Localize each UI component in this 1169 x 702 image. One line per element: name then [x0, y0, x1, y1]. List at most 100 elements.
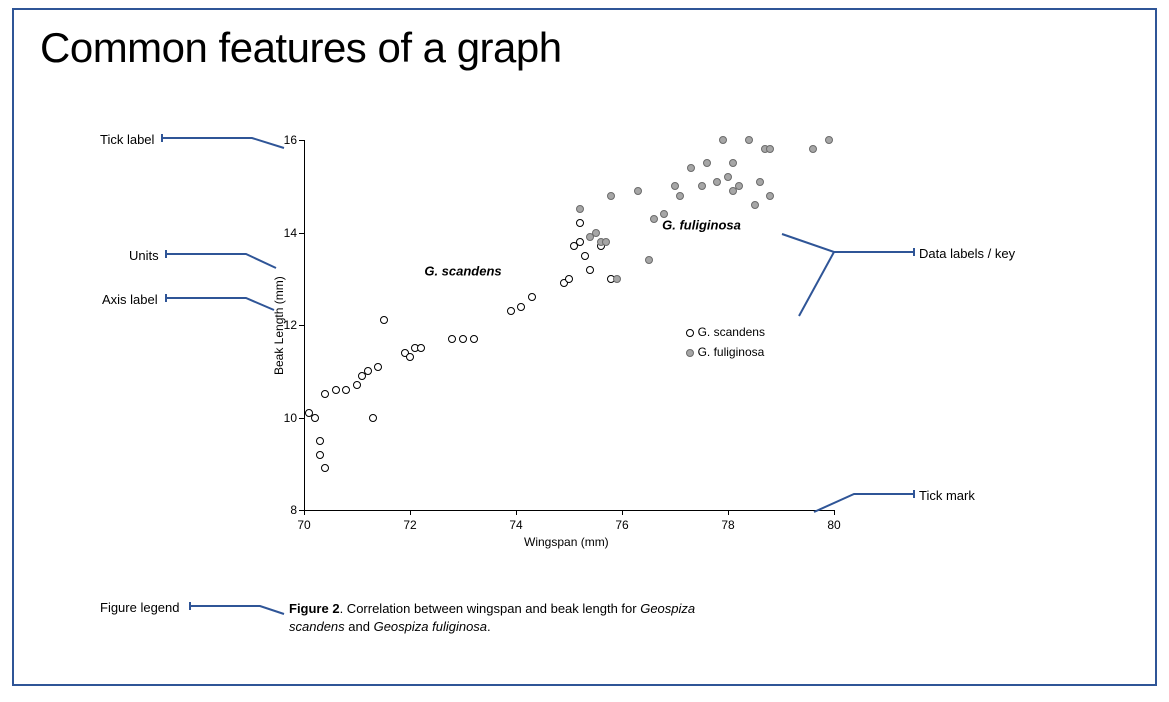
x-axis-line — [304, 510, 834, 511]
data-point — [369, 414, 377, 422]
figure-caption-prefix: Figure 2 — [289, 601, 340, 616]
data-point — [719, 136, 727, 144]
x-tick-label: 70 — [294, 518, 314, 532]
figure-caption-before: . Correlation between wingspan and beak … — [340, 601, 641, 616]
callout-line — [166, 254, 286, 274]
data-point — [576, 205, 584, 213]
series-label: G. fuliginosa — [662, 217, 741, 232]
annot-tick-label: Tick label — [100, 132, 154, 147]
y-axis-line — [304, 140, 305, 510]
data-point — [311, 414, 319, 422]
data-point — [766, 145, 774, 153]
data-point — [406, 353, 414, 361]
data-point — [751, 201, 759, 209]
data-point — [321, 464, 329, 472]
data-point — [650, 215, 658, 223]
y-tick-label: 14 — [272, 226, 297, 240]
x-tick-label: 76 — [612, 518, 632, 532]
data-point — [729, 159, 737, 167]
y-tick — [299, 418, 304, 419]
data-point — [713, 178, 721, 186]
data-point — [332, 386, 340, 394]
callout-line — [190, 606, 290, 624]
callout-line — [166, 298, 286, 318]
legend-item: G. scandens — [686, 325, 765, 339]
data-point — [586, 266, 594, 274]
x-tick — [410, 510, 411, 515]
data-point — [592, 229, 600, 237]
data-point — [470, 335, 478, 343]
filled-circle-icon — [686, 349, 694, 357]
x-tick — [728, 510, 729, 515]
data-point — [724, 173, 732, 181]
y-tick-label: 10 — [272, 411, 297, 425]
legend-label: G. scandens — [698, 325, 765, 339]
data-point — [417, 344, 425, 352]
data-point — [825, 136, 833, 144]
data-point — [745, 136, 753, 144]
data-point — [576, 238, 584, 246]
callout-line — [774, 234, 924, 324]
data-point — [687, 164, 695, 172]
data-point — [645, 256, 653, 264]
plot-area: 810121416707274767880G. scandensG. fulig… — [304, 140, 834, 510]
data-point — [316, 437, 324, 445]
data-point — [809, 145, 817, 153]
y-tick-label: 8 — [272, 503, 297, 517]
legend-item: G. fuliginosa — [686, 345, 765, 359]
data-point — [448, 335, 456, 343]
data-point — [676, 192, 684, 200]
y-axis-label: Beak Length (mm) — [272, 276, 286, 375]
data-point — [634, 187, 642, 195]
series-label: G. scandens — [424, 263, 501, 278]
data-point — [380, 316, 388, 324]
scatter-chart: 810121416707274767880G. scandensG. fulig… — [269, 135, 839, 545]
open-circle-icon — [686, 329, 694, 337]
data-point — [565, 275, 573, 283]
data-point — [613, 275, 621, 283]
y-tick — [299, 325, 304, 326]
data-point — [321, 390, 329, 398]
data-point — [342, 386, 350, 394]
figure-caption-suffix: . — [487, 619, 491, 634]
legend-label: G. fuliginosa — [698, 345, 765, 359]
x-tick-label: 78 — [718, 518, 738, 532]
x-tick-label: 72 — [400, 518, 420, 532]
data-point — [703, 159, 711, 167]
data-point — [607, 192, 615, 200]
data-point — [602, 238, 610, 246]
y-tick — [299, 140, 304, 141]
legend: G. scandens G. fuliginosa — [686, 325, 765, 365]
annot-tick-mark: Tick mark — [919, 488, 975, 503]
data-point — [735, 182, 743, 190]
data-point — [581, 252, 589, 260]
data-point — [316, 451, 324, 459]
figure-caption: Figure 2. Correlation between wingspan a… — [289, 600, 739, 635]
data-point — [374, 363, 382, 371]
y-tick — [299, 233, 304, 234]
annot-data-labels: Data labels / key — [919, 246, 1015, 261]
data-point — [766, 192, 774, 200]
data-point — [517, 303, 525, 311]
x-tick — [516, 510, 517, 515]
x-tick — [622, 510, 623, 515]
annot-units: Units — [129, 248, 159, 263]
data-point — [364, 367, 372, 375]
data-point — [507, 307, 515, 315]
data-point — [576, 219, 584, 227]
annot-figure-legend: Figure legend — [100, 600, 180, 615]
figure-frame: Common features of a graph 8101214167072… — [12, 8, 1157, 686]
data-point — [756, 178, 764, 186]
callout-line — [162, 138, 292, 158]
figure-caption-sp2: Geospiza fuliginosa — [374, 619, 487, 634]
callout-line — [814, 494, 924, 524]
data-point — [353, 381, 361, 389]
x-tick-label: 74 — [506, 518, 526, 532]
annot-axis-label: Axis label — [102, 292, 158, 307]
page-title: Common features of a graph — [40, 24, 562, 72]
data-point — [459, 335, 467, 343]
data-point — [698, 182, 706, 190]
figure-caption-mid: and — [345, 619, 374, 634]
x-axis-label: Wingspan (mm) — [524, 535, 609, 549]
x-tick — [304, 510, 305, 515]
